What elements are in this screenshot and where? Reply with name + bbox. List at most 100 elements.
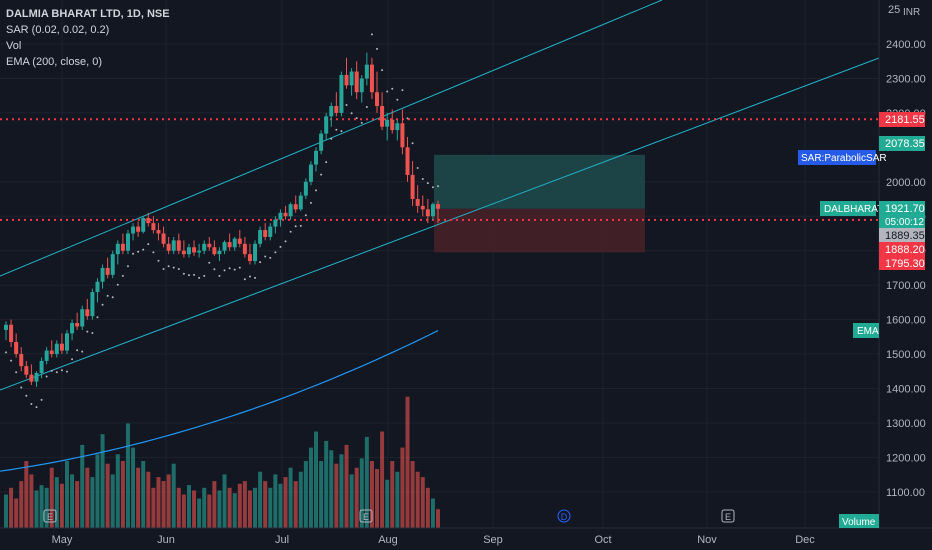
channel-lower-line[interactable]	[0, 57, 880, 391]
stop-price-tag[interactable]: 1795.30	[879, 256, 925, 270]
dividend-marker[interactable]	[557, 509, 571, 523]
sar-dot	[233, 268, 236, 271]
sar-tag[interactable]: SAR:ParabolicSAR	[798, 150, 887, 165]
sar-dot	[284, 240, 287, 243]
level2-price-tag[interactable]: 1888.20	[879, 242, 925, 256]
volume-bar	[283, 477, 288, 528]
sar-dot	[330, 137, 333, 140]
volume-bar	[24, 461, 29, 528]
candle-body	[227, 242, 232, 248]
candle-body	[202, 243, 207, 251]
stop-zone[interactable]	[434, 208, 645, 253]
candle-body	[329, 106, 334, 117]
earnings-marker[interactable]	[43, 509, 57, 523]
sar-dot	[91, 332, 94, 335]
sar-dot	[248, 275, 251, 278]
event-marker-label: D	[561, 512, 568, 522]
price-tick-label: 2300.00	[886, 73, 926, 85]
volume-bar	[161, 481, 166, 528]
volume-bar	[222, 474, 227, 528]
volume-bar	[176, 487, 181, 528]
time-tick-label: Jun	[157, 534, 175, 546]
sar-dot	[203, 274, 206, 277]
candle-body	[283, 212, 288, 217]
last-price-label: 1921.70	[885, 203, 925, 215]
sar-dot	[243, 278, 246, 281]
candle-body	[242, 243, 247, 255]
volume-bar	[181, 494, 186, 528]
candle-body	[319, 133, 324, 151]
time-tick-label: Dec	[795, 534, 815, 546]
volume-bar	[425, 487, 430, 528]
symbol-tag[interactable]: DALBHARAT	[820, 201, 883, 216]
sar-dot	[55, 371, 58, 374]
candle-body	[324, 116, 329, 134]
price-tick-label: 2000.00	[886, 177, 926, 189]
target-zone[interactable]	[434, 154, 645, 209]
earnings-marker[interactable]	[721, 509, 735, 523]
candle-body	[161, 233, 166, 244]
sar-dot	[182, 272, 185, 275]
sar-dot	[172, 266, 175, 269]
sar-dot	[289, 230, 292, 233]
volume-bar	[125, 423, 130, 528]
event-marker-label: E	[47, 512, 53, 522]
candle-body	[9, 324, 14, 342]
candle-body	[247, 254, 252, 262]
currency-label[interactable]: INR	[903, 7, 920, 18]
sar-dot	[309, 201, 312, 204]
time-axis-bg[interactable]	[0, 528, 932, 550]
candle-body	[49, 350, 54, 355]
volume-legend[interactable]: Vol	[6, 40, 22, 52]
resistance-price-tag[interactable]: 2181.55	[879, 112, 925, 127]
candle-body	[410, 174, 415, 200]
volume-bar	[197, 498, 202, 528]
volume-bar	[29, 474, 34, 528]
candle-body	[24, 366, 29, 375]
level-lines[interactable]	[0, 118, 879, 221]
symbol-title[interactable]: DALMIA BHARAT LTD, 1D, NSE	[6, 8, 170, 20]
sar-dot	[111, 296, 114, 299]
candle-body	[120, 243, 125, 251]
volume-bar	[131, 447, 136, 528]
last-price-tag[interactable]: 1921.70 05:00:12	[879, 201, 925, 229]
volume-tag[interactable]: Volume	[839, 514, 879, 528]
candle-body	[14, 341, 19, 355]
sar-dot	[152, 251, 155, 254]
sar-legend[interactable]: SAR (0.02, 0.02, 0.2)	[6, 24, 110, 36]
time-tick-label: Nov	[697, 534, 717, 546]
entry-price-tag[interactable]: 1889.35	[879, 228, 925, 242]
sar-dot	[376, 47, 379, 50]
volume-bar	[105, 463, 110, 528]
volume-bar	[380, 431, 385, 528]
candle-body	[85, 309, 90, 317]
sar-dot	[137, 250, 140, 253]
volume-bar	[90, 477, 95, 528]
volume-bar	[314, 431, 319, 528]
volume-bar	[329, 450, 334, 528]
candle-body	[166, 243, 171, 251]
volume-bar	[359, 458, 364, 528]
sar-dot	[71, 358, 74, 361]
volume-bar	[9, 487, 14, 528]
earnings-marker[interactable]	[359, 509, 373, 523]
ema-legend[interactable]: EMA (200, close, 0)	[6, 56, 102, 68]
volume-bar	[436, 509, 440, 528]
time-tick-label: Jul	[275, 534, 289, 546]
volume-tag-label: Volume	[842, 517, 876, 528]
sar-tag-label: SAR:ParabolicSAR	[801, 153, 887, 164]
candle-body	[237, 238, 242, 244]
candle-body	[29, 374, 34, 382]
volume-bar	[207, 494, 212, 528]
candle-body	[253, 243, 258, 262]
ema-line	[0, 330, 439, 472]
sar-dot	[396, 98, 399, 101]
candle-body	[359, 78, 364, 93]
candle-body	[110, 254, 115, 275]
price-tick-label: 1500.00	[886, 349, 926, 361]
sar-dot	[279, 245, 282, 248]
target-price-tag[interactable]: 2078.35	[879, 136, 925, 151]
ema-tag[interactable]: EMA	[853, 323, 879, 338]
